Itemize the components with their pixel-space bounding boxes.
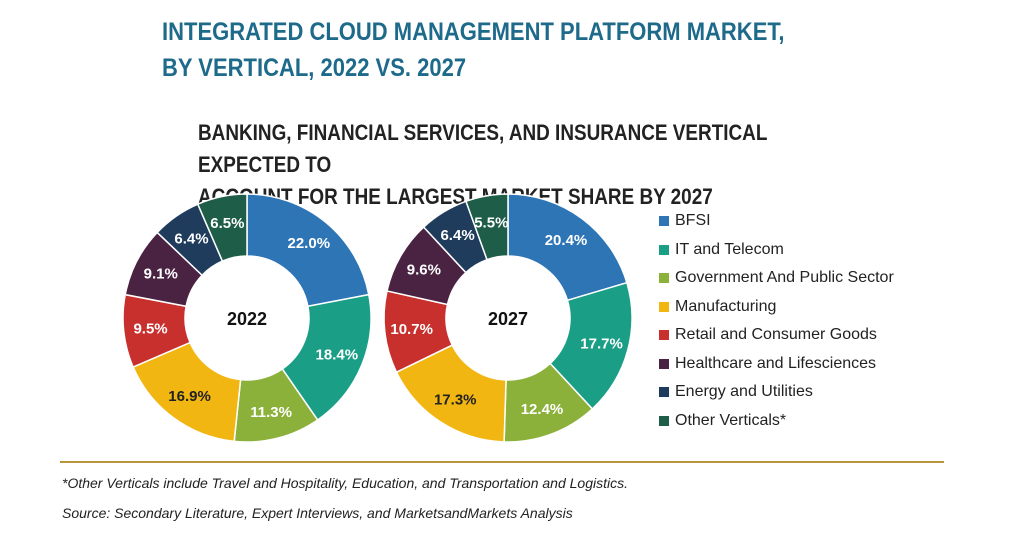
slice-label: 17.3% bbox=[434, 391, 477, 408]
legend-label: Energy and Utilities bbox=[675, 383, 813, 401]
legend-label: IT and Telecom bbox=[675, 240, 784, 258]
donut-chart-2022: 22.0% 18.4% 11.3% 16.9% 9.5% 9.1% 6.4%6.5% 2022 bbox=[122, 193, 372, 443]
footer-divider bbox=[60, 461, 944, 463]
slice-label: 6.5% bbox=[210, 215, 244, 232]
legend-swatch bbox=[659, 415, 669, 426]
slice-label: 6.4% bbox=[440, 227, 474, 244]
legend-item: Government And Public Sector bbox=[659, 264, 894, 293]
slice-label: 20.4% bbox=[545, 232, 588, 249]
slice-label: 9.6% bbox=[407, 262, 441, 279]
legend-item: Other Verticals* bbox=[659, 407, 894, 436]
slice-label: 16.9% bbox=[168, 388, 211, 405]
donut-chart-2027: 20.4% 17.7% 12.4% 17.3% 10.7% 9.6% 6.4%5.5% 202… bbox=[383, 193, 633, 443]
legend-item: BFSI bbox=[659, 207, 894, 236]
legend-swatch bbox=[659, 301, 669, 312]
legend-swatch bbox=[659, 244, 669, 255]
legend-label: Healthcare and Lifesciences bbox=[675, 354, 877, 372]
donut-slice bbox=[246, 193, 370, 308]
donut-slice bbox=[196, 193, 248, 263]
legend-item: Energy and Utilities bbox=[659, 378, 894, 407]
legend-label: BFSI bbox=[675, 212, 711, 230]
legend-label: Government And Public Sector bbox=[675, 269, 894, 287]
chart-title: INTEGRATED CLOUD MANAGEMENT PLATFORM MAR… bbox=[162, 14, 831, 86]
legend-swatch bbox=[659, 216, 669, 227]
chart-title-line-2: BY VERTICAL, 2022 VS. 2027 bbox=[162, 54, 467, 82]
slice-label: 22.0% bbox=[288, 235, 331, 252]
legend-item: Retail and Consumer Goods bbox=[659, 321, 894, 350]
slice-label: 11.3% bbox=[250, 404, 292, 421]
slice-label: 17.7% bbox=[580, 336, 623, 353]
footnote: *Other Verticals include Travel and Hosp… bbox=[62, 475, 628, 491]
slice-label: 9.1% bbox=[144, 266, 178, 283]
legend-item: Healthcare and Lifesciences bbox=[659, 350, 894, 379]
slice-label: 5.5% bbox=[474, 214, 508, 231]
chart-title-line-1: INTEGRATED CLOUD MANAGEMENT PLATFORM MAR… bbox=[162, 18, 785, 46]
center-label: 2027 bbox=[488, 309, 528, 329]
donut-slice bbox=[465, 193, 509, 261]
legend-label: Other Verticals* bbox=[675, 411, 787, 429]
legend-label: Retail and Consumer Goods bbox=[675, 326, 877, 344]
legend-swatch bbox=[659, 273, 669, 284]
slice-label: 6.4% bbox=[174, 230, 208, 247]
legend-swatch bbox=[659, 330, 669, 341]
slice-label: 10.7% bbox=[390, 321, 433, 338]
legend-swatch bbox=[659, 358, 669, 369]
slice-label: 12.4% bbox=[521, 401, 564, 418]
legend-label: Manufacturing bbox=[675, 297, 777, 315]
source-note: Source: Secondary Literature, Expert Int… bbox=[62, 505, 573, 521]
center-label: 2022 bbox=[227, 309, 267, 329]
legend-item: IT and Telecom bbox=[659, 236, 894, 265]
legend-item: Manufacturing bbox=[659, 293, 894, 322]
legend: BFSI IT and Telecom Government And Public … bbox=[659, 207, 894, 435]
donut-slice bbox=[281, 293, 372, 421]
donut-slice bbox=[507, 193, 628, 302]
slice-label: 9.5% bbox=[133, 320, 167, 337]
legend-swatch bbox=[659, 387, 669, 398]
slice-label: 18.4% bbox=[316, 347, 359, 364]
chart-subtitle-line-1: BANKING, FINANCIAL SERVICES, AND INSURAN… bbox=[198, 120, 768, 177]
